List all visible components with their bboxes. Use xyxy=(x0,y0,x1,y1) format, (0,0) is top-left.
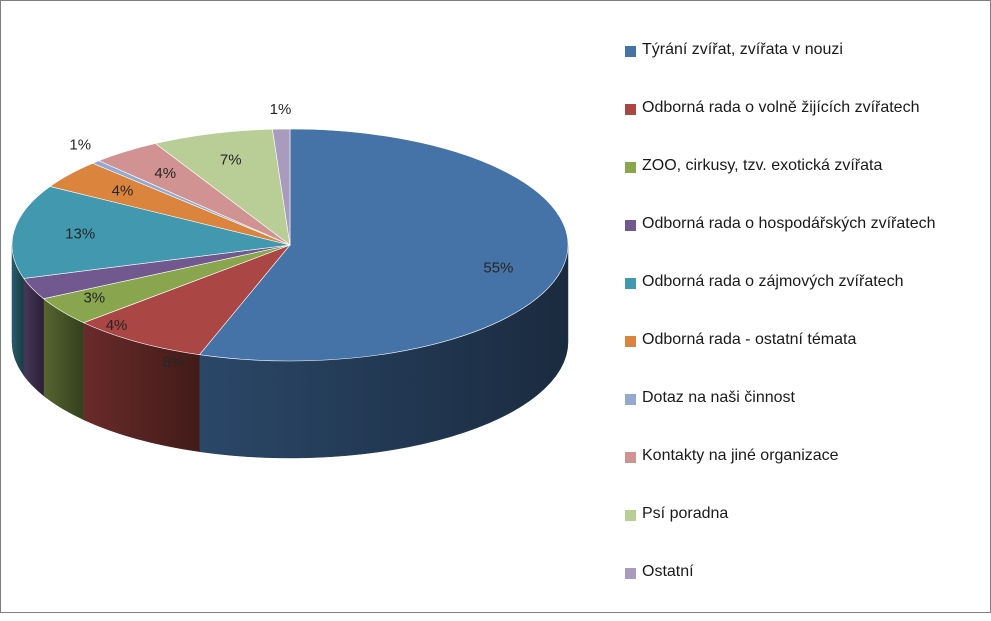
pct-label-6: 1% xyxy=(69,136,91,153)
legend-item: ZOO, cirkusy, tzv. exotická zvířata xyxy=(625,157,985,215)
legend-label: Odborná rada o volně žijících zvířatech xyxy=(642,99,920,116)
pie-slice-4 xyxy=(11,186,291,279)
pie-chart: 55%8%4%3%13%4%1%4%7%1% xyxy=(11,101,569,459)
legend-item: Odborná rada o hospodářských zvířatech xyxy=(625,215,985,273)
legend-item: Psí poradna xyxy=(625,505,985,563)
legend-label: ZOO, cirkusy, tzv. exotická zvířata xyxy=(642,157,883,174)
legend-item: Kontakty na jiné organizace xyxy=(625,447,985,505)
pct-label-8: 7% xyxy=(220,151,242,168)
legend-label: Dotaz na naši činnost xyxy=(642,389,795,406)
pie-side-walls xyxy=(11,244,569,459)
legend-label: Odborná rada - ostatní témata xyxy=(642,331,857,348)
legend-label: Psí poradna xyxy=(642,505,729,522)
legend-swatch xyxy=(625,568,636,579)
legend-label: Ostatní xyxy=(642,563,694,580)
legend-swatch xyxy=(625,104,636,115)
pie-slice-0 xyxy=(198,128,569,362)
legend-swatch xyxy=(625,220,636,231)
legend: Týrání zvířat, zvířata v nouzi Odborná ra… xyxy=(625,41,985,621)
legend-label: Kontakty na jiné organizace xyxy=(642,447,839,464)
pie-slice-9 xyxy=(272,128,291,246)
legend-swatch xyxy=(625,336,636,347)
pct-label-5: 4% xyxy=(112,182,134,199)
legend-item: Odborná rada - ostatní témata xyxy=(625,331,985,389)
legend-label: Odborná rada o hospodářských zvířatech xyxy=(642,215,936,232)
pct-label-7: 4% xyxy=(154,165,176,182)
pct-label-1: 8% xyxy=(163,354,185,371)
legend-swatch xyxy=(625,510,636,521)
legend-item: Odborná rada o volně žijících zvířatech xyxy=(625,99,985,157)
legend-swatch xyxy=(625,278,636,289)
pct-label-2: 4% xyxy=(106,317,128,334)
pct-label-9: 1% xyxy=(270,101,292,118)
pct-label-4: 13% xyxy=(65,226,95,243)
pct-label-0: 55% xyxy=(483,259,513,276)
legend-label: Týrání zvířat, zvířata v nouzi xyxy=(642,41,843,58)
pie-slice-1 xyxy=(82,244,291,356)
pie-top xyxy=(11,128,569,362)
pct-label-3: 3% xyxy=(83,289,105,306)
pie-slice-8 xyxy=(154,128,291,246)
pie-labels: 55%8%4%3%13%4%1%4%7%1% xyxy=(65,101,513,371)
legend-label: Odborná rada o zájmových zvířatech xyxy=(642,273,904,290)
legend-swatch xyxy=(625,162,636,173)
legend-item: Týrání zvířat, zvířata v nouzi xyxy=(625,41,985,99)
legend-swatch xyxy=(625,394,636,405)
legend-swatch xyxy=(625,452,636,463)
legend-swatch xyxy=(625,46,636,57)
legend-item: Dotaz na naši činnost xyxy=(625,389,985,447)
legend-item: Odborná rada o zájmových zvířatech xyxy=(625,273,985,331)
legend-item: Ostatní xyxy=(625,563,985,621)
